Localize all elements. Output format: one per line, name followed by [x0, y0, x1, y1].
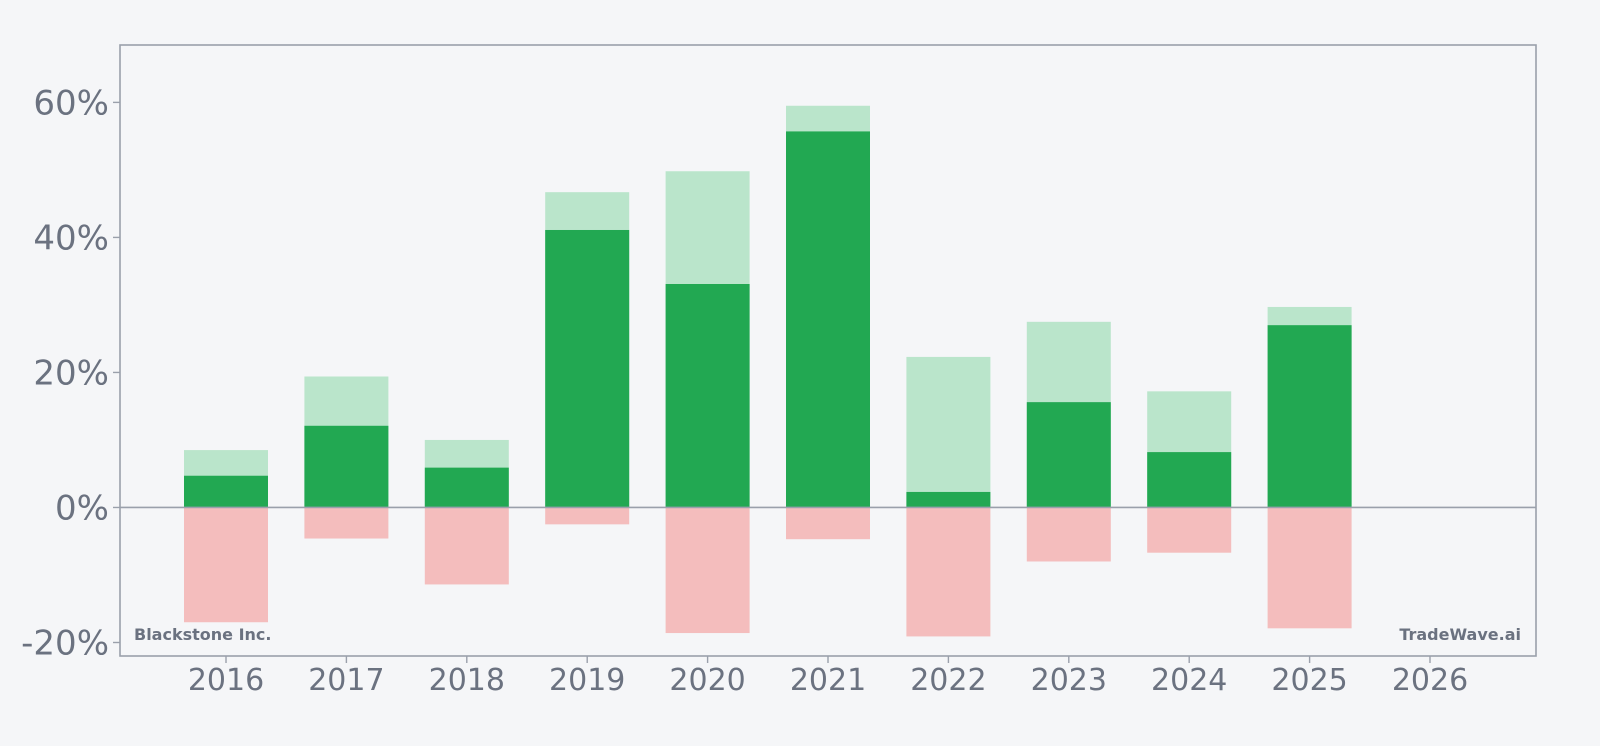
x-tick-label: 2024: [1151, 663, 1227, 698]
company-watermark: Blackstone Inc.: [134, 625, 271, 644]
brand-watermark: TradeWave.ai: [1399, 625, 1521, 644]
y-tick-label: 40%: [33, 218, 109, 258]
x-tick-label: 2021: [790, 663, 866, 698]
low-bar-2018: [424, 507, 509, 585]
x-tick-label: 2020: [669, 663, 745, 698]
x-tick-label: 2025: [1271, 663, 1347, 698]
low-bar-2019: [545, 507, 630, 525]
y-tick-label: 60%: [33, 83, 109, 123]
y-tick-label: 20%: [33, 353, 109, 393]
low-bar-2020: [665, 507, 750, 634]
y-tick-label: -20%: [21, 623, 109, 663]
value-bar-2024: [1147, 452, 1232, 508]
value-bar-2016: [184, 475, 268, 508]
low-bar-2021: [786, 507, 870, 540]
x-tick-label: 2023: [1031, 663, 1107, 698]
low-bars: [184, 507, 1352, 637]
x-tick-label: 2016: [188, 663, 264, 698]
low-bar-2024: [1147, 507, 1232, 553]
x-tick-label: 2019: [549, 663, 625, 698]
value-bar-2025: [1267, 325, 1352, 508]
high-bar-2022: [906, 356, 991, 508]
x-tick-label: 2017: [308, 663, 384, 698]
low-bar-2022: [906, 507, 991, 637]
value-bar-2017: [304, 425, 389, 508]
x-tick-label: 2026: [1392, 663, 1468, 698]
low-bar-2016: [184, 507, 268, 623]
x-axis: 2016 2017 2018 2019 2020 2021 2022 2023 2024 2025…: [188, 656, 1468, 698]
value-bar-2021: [786, 131, 870, 508]
y-axis: 60% 40% 20% 0% -20%: [21, 83, 120, 663]
value-bar-2022: [906, 491, 991, 508]
value-bar-2019: [545, 229, 630, 508]
value-bar-2018: [424, 467, 509, 508]
value-bars: [184, 131, 1352, 508]
low-bar-2025: [1267, 507, 1352, 629]
value-bar-2023: [1026, 402, 1111, 508]
x-tick-label: 2022: [910, 663, 986, 698]
value-bar-2020: [665, 283, 750, 508]
low-bar-2023: [1026, 507, 1111, 562]
x-tick-label: 2018: [429, 663, 505, 698]
low-bar-2017: [304, 507, 389, 539]
y-tick-label: 0%: [55, 488, 109, 528]
